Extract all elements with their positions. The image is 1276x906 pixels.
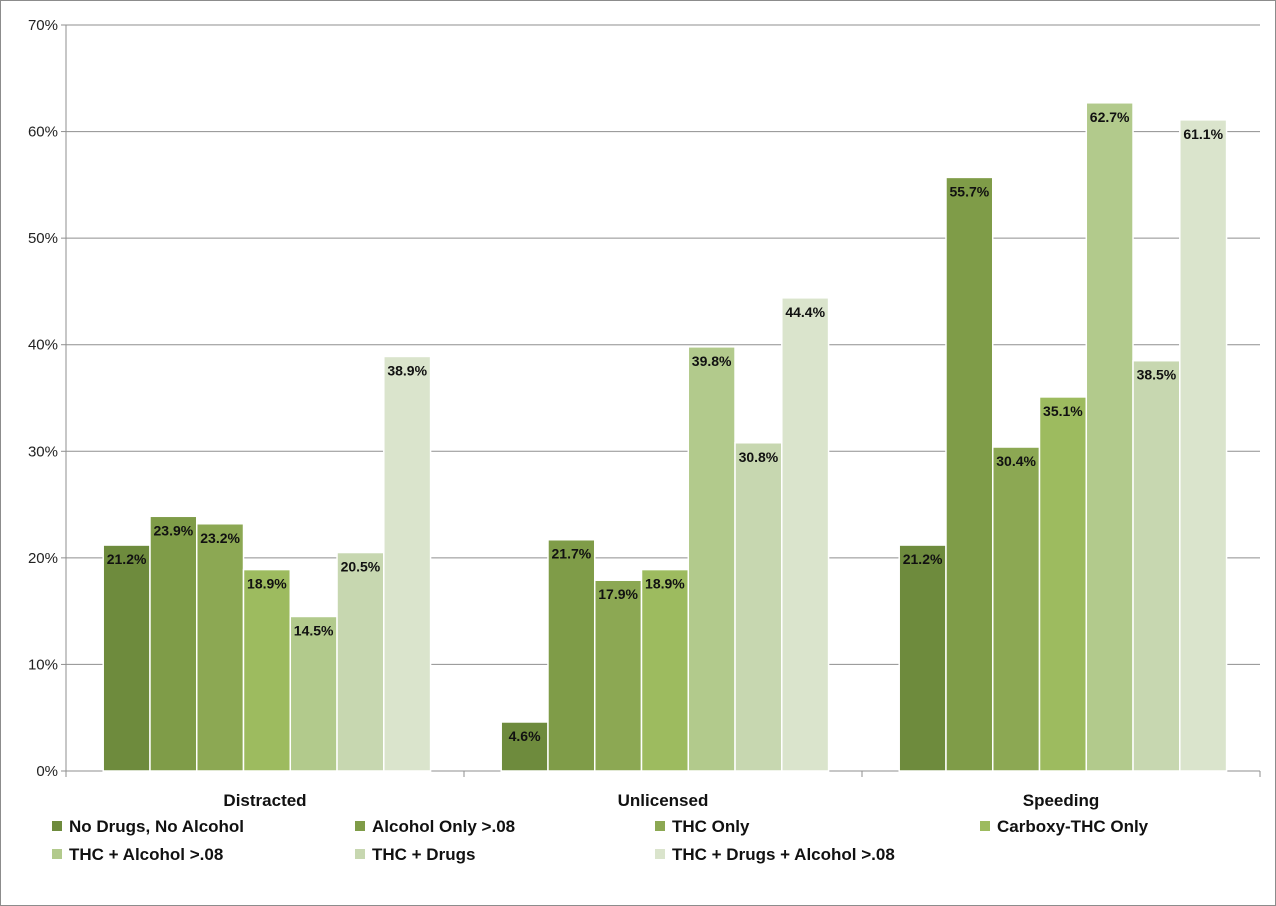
bar [548,540,595,771]
y-tick-label: 40% [28,337,58,354]
bar [384,356,431,771]
bar [899,545,946,771]
bar [290,616,337,771]
data-label: 21.7% [552,546,592,562]
data-label: 23.9% [154,522,194,538]
data-label: 55.7% [950,183,990,199]
bar [150,516,197,771]
legend-swatch [655,821,665,831]
legend-swatch [980,821,990,831]
bar [337,553,384,771]
data-label: 21.2% [903,551,943,567]
category-label: Speeding [1023,791,1100,810]
legend-label: THC + Alcohol >.08 [69,845,223,864]
bar [1133,361,1180,771]
legend-swatch [355,821,365,831]
category-label: Unlicensed [618,791,709,810]
y-tick-label: 10% [28,656,58,673]
bar [595,580,642,771]
legend-label: No Drugs, No Alcohol [69,817,244,836]
bar [1086,103,1133,771]
legend-label: Carboxy-THC Only [997,817,1149,836]
legend-label: THC + Drugs [372,845,475,864]
bar [1180,120,1227,771]
data-label: 39.8% [692,353,732,369]
data-label: 23.2% [200,530,240,546]
data-label: 44.4% [785,304,825,320]
data-label: 20.5% [341,559,381,575]
data-label: 38.5% [1137,367,1177,383]
legend-label: THC + Drugs + Alcohol >.08 [672,845,895,864]
data-label: 14.5% [294,622,334,638]
bar [782,298,829,771]
legend-label: THC Only [672,817,750,836]
bar [1040,397,1087,771]
bar [244,570,291,771]
legend-swatch [655,849,665,859]
bar [688,347,735,771]
y-tick-label: 50% [28,230,58,247]
legend-label: Alcohol Only >.08 [372,817,515,836]
y-tick-label: 60% [28,124,58,141]
data-label: 17.9% [598,586,638,602]
bar [197,524,244,771]
data-label: 30.8% [739,449,779,465]
legend-swatch [52,821,62,831]
data-label: 18.9% [247,576,287,592]
data-label: 61.1% [1183,126,1223,142]
legend-swatch [355,849,365,859]
data-label: 4.6% [509,728,541,744]
category-label: Distracted [223,791,306,810]
data-label: 35.1% [1043,403,1083,419]
bar [946,177,993,771]
bar [642,570,689,771]
bar [103,545,150,771]
data-label: 62.7% [1090,109,1130,125]
data-label: 30.4% [996,453,1036,469]
bar [735,443,782,771]
data-label: 18.9% [645,576,685,592]
y-tick-label: 0% [36,763,58,780]
legend-swatch [52,849,62,859]
y-tick-label: 30% [28,443,58,460]
y-tick-label: 20% [28,550,58,567]
bar [993,447,1040,771]
data-label: 38.9% [387,362,427,378]
data-label: 21.2% [107,551,147,567]
y-tick-label: 70% [28,17,58,34]
